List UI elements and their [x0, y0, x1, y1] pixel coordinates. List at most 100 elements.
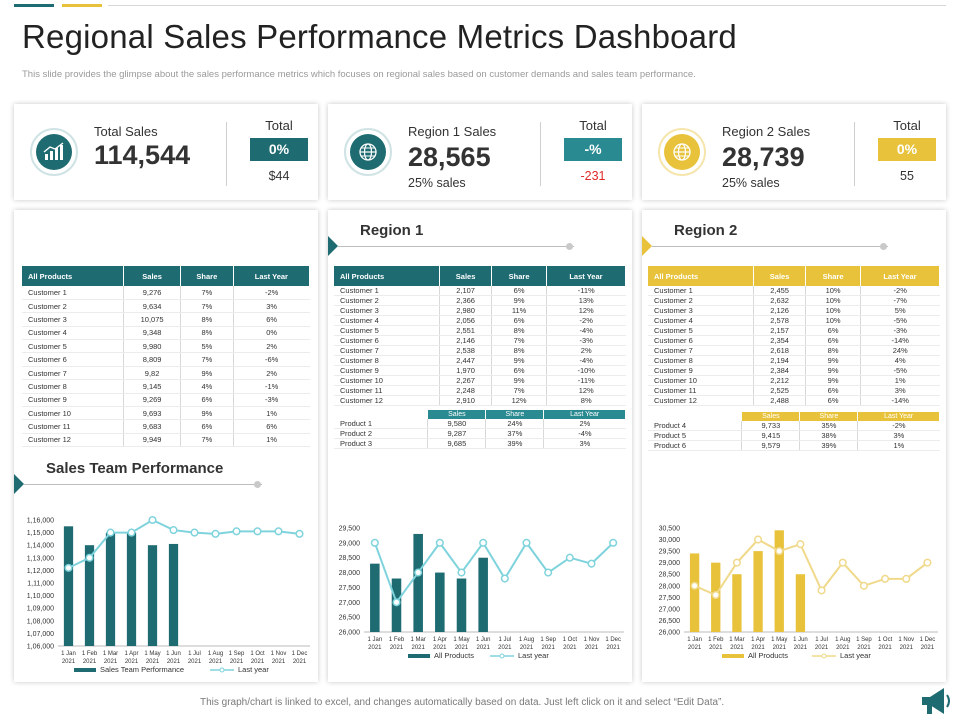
table-cell: 6% — [233, 419, 310, 434]
table-cell: 39% — [485, 438, 545, 449]
x-tick-label: 1 Nov — [271, 651, 287, 657]
table-cell: 1% — [860, 375, 940, 387]
x-tick-label: 2021 — [606, 645, 620, 651]
table-row: Customer 8 2,194 9% 4% — [648, 355, 940, 367]
page-title: Regional Sales Performance Metrics Dashb… — [22, 18, 737, 55]
chart-point — [859, 581, 868, 590]
table-row: Customer 8 9,145 4% -1% — [22, 379, 310, 394]
table-cell: Customer 6 — [648, 335, 754, 347]
table-cell: Customer 8 — [334, 355, 440, 367]
table-cell: 1% — [233, 433, 310, 448]
table-cell: 6% — [180, 393, 234, 408]
table-row: Customer 9 2,384 9% -5% — [648, 365, 940, 377]
table-cell: Product 6 — [648, 440, 743, 451]
x-tick-label: 1 Apr — [124, 651, 138, 657]
y-tick-label: 1,12,000 — [27, 568, 54, 575]
table-cell: 39% — [799, 440, 859, 451]
globe-icon — [344, 128, 392, 176]
y-tick-label: 28,000 — [339, 570, 361, 577]
table-cell: -5% — [860, 365, 940, 377]
section-divider — [338, 246, 574, 247]
table-row: Customer 10 2,212 9% 1% — [648, 375, 940, 387]
x-tick-label: 1 Dec — [920, 637, 936, 643]
chart-point — [274, 527, 283, 536]
x-tick-label: 2021 — [751, 645, 765, 651]
table-cell: 9% — [180, 406, 234, 421]
table-cell: 9,980 — [123, 339, 181, 354]
x-tick-label: 1 Jul — [498, 637, 511, 643]
chart-point — [85, 553, 94, 562]
table-row: Customer 12 2,488 6% -14% — [648, 395, 940, 407]
kpi-label: Total Sales — [94, 124, 158, 139]
x-tick-label: 2021 — [520, 645, 534, 651]
x-tick-label: 1 Jun — [476, 637, 491, 643]
table-cell: 2% — [543, 419, 626, 429]
table-cell: 7% — [180, 286, 234, 300]
x-tick-label: 2021 — [251, 659, 265, 665]
kpi-total-label: Total — [893, 118, 921, 133]
y-tick-label: 26,500 — [659, 618, 681, 625]
table-row: Customer 7 2,618 8% 24% — [648, 345, 940, 357]
x-tick-label: 2021 — [794, 645, 808, 651]
x-tick-label: 1 Apr — [751, 637, 765, 643]
region2-table: All Products Sales Share Last Year Custo… — [648, 266, 941, 407]
table-cell: 2,107 — [439, 286, 493, 297]
x-tick-label: 1 Oct — [878, 637, 893, 643]
table-cell: 10,075 — [123, 312, 181, 327]
chart-point — [253, 527, 262, 536]
x-tick-label: 2021 — [563, 645, 577, 651]
table-cell: -4% — [546, 325, 626, 337]
x-tick-label: 1 Feb — [389, 637, 405, 643]
table-cell: Customer 4 — [334, 315, 440, 327]
x-tick-label: 2021 — [836, 645, 850, 651]
chart-point — [881, 574, 890, 583]
table-cell: 2,455 — [753, 286, 807, 297]
table-cell: Customer 2 — [22, 299, 125, 314]
legend-marker — [219, 667, 225, 673]
table-cell: 4% — [180, 379, 234, 394]
table-cell: Customer 9 — [22, 393, 125, 408]
chart-point — [211, 529, 220, 538]
table-row: Customer 7 2,538 8% 2% — [334, 345, 626, 357]
y-tick-label: 27,500 — [659, 595, 681, 602]
section-divider — [24, 484, 262, 485]
region2-chart: 26,000 26,500 27,000 27,500 28,000 28,500 29,0… — [659, 526, 938, 660]
table-cell: 9% — [180, 366, 234, 381]
table-cell: 3% — [543, 438, 626, 449]
table-cell: 6% — [805, 395, 861, 407]
kpi-badge: -% — [564, 138, 622, 161]
x-tick-label: 1 Jun — [166, 651, 181, 657]
table-cell: Customer 12 — [334, 395, 440, 407]
table-cell: Customer 11 — [648, 385, 754, 397]
x-tick-label: 2021 — [368, 645, 382, 651]
table-cell: 8,809 — [123, 352, 181, 367]
table-cell: 6% — [805, 385, 861, 397]
chart-bar — [689, 553, 700, 632]
table-cell: Product 5 — [648, 430, 743, 441]
table-row: Customer 11 2,525 6% 3% — [648, 385, 940, 397]
sales-team-chart: 1,06,000 1,07,000 1,08,000 1,09,000 1,10,000… — [27, 515, 310, 674]
chart-point — [232, 527, 241, 536]
legend-swatch — [722, 654, 744, 658]
table-row: Product 6 9,579 39% 1% — [648, 440, 940, 451]
chart-bar — [435, 572, 445, 632]
col-header: Last Year — [233, 266, 311, 286]
table-cell: 1% — [857, 440, 940, 451]
x-tick-label: 2021 — [773, 645, 787, 651]
region1-panel: Region 1 All Products Sales Share Last Y… — [328, 210, 632, 682]
col-header: Share — [799, 412, 859, 421]
col-header — [648, 412, 743, 421]
table-cell: Customer 10 — [648, 375, 754, 387]
kpi-label: Region 1 Sales — [408, 124, 497, 139]
table-cell: 13% — [546, 295, 626, 307]
col-header: Share — [491, 266, 547, 286]
x-tick-label: 1 Nov — [584, 637, 600, 643]
col-header: Sales — [753, 266, 807, 286]
x-tick-label: 2021 — [455, 645, 469, 651]
chart-bar — [774, 530, 784, 632]
table-cell: 9,415 — [741, 430, 801, 441]
x-tick-label: 2021 — [476, 645, 490, 651]
table-row: Product 2 9,287 37% -4% — [334, 428, 626, 439]
table-cell: -2% — [860, 286, 940, 297]
table-cell: 6% — [805, 325, 861, 337]
